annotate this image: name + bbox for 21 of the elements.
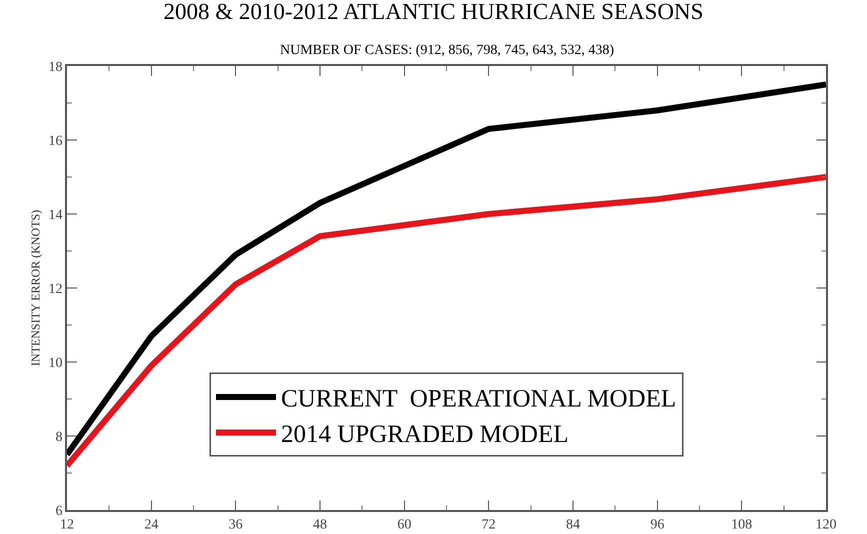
- legend-label: CURRENT OPERATIONAL MODEL: [281, 386, 676, 413]
- x-tick-label: 108: [731, 518, 752, 533]
- x-tick-label: 48: [313, 518, 327, 533]
- y-tick-label: 18: [48, 60, 62, 75]
- y-axis-title: INTENSITY ERROR (KNOTS): [28, 210, 42, 366]
- legend-label: 2014 UPGRADED MODEL: [281, 421, 568, 448]
- y-tick-label: 12: [48, 282, 62, 297]
- x-tick-label: 120: [816, 518, 836, 533]
- x-tick-label: 24: [144, 518, 158, 533]
- y-tick-label: 16: [48, 134, 62, 149]
- y-tick-label: 14: [48, 208, 62, 223]
- x-tick-label: 60: [397, 518, 412, 533]
- y-tick-label: 8: [55, 430, 62, 445]
- y-tick-label: 6: [55, 504, 62, 519]
- x-tick-label: 36: [228, 518, 243, 533]
- x-tick-label: 72: [482, 518, 496, 533]
- chart-title: 2008 & 2010-2012 ATLANTIC HURRICANE SEASONS: [164, 0, 704, 24]
- x-tick-label: 84: [566, 518, 580, 533]
- x-tick-label: 96: [650, 518, 664, 533]
- y-tick-label: 10: [48, 356, 62, 371]
- chart-subtitle: NUMBER OF CASES: (912, 856, 798, 745, 643, 532, 438): [280, 43, 614, 58]
